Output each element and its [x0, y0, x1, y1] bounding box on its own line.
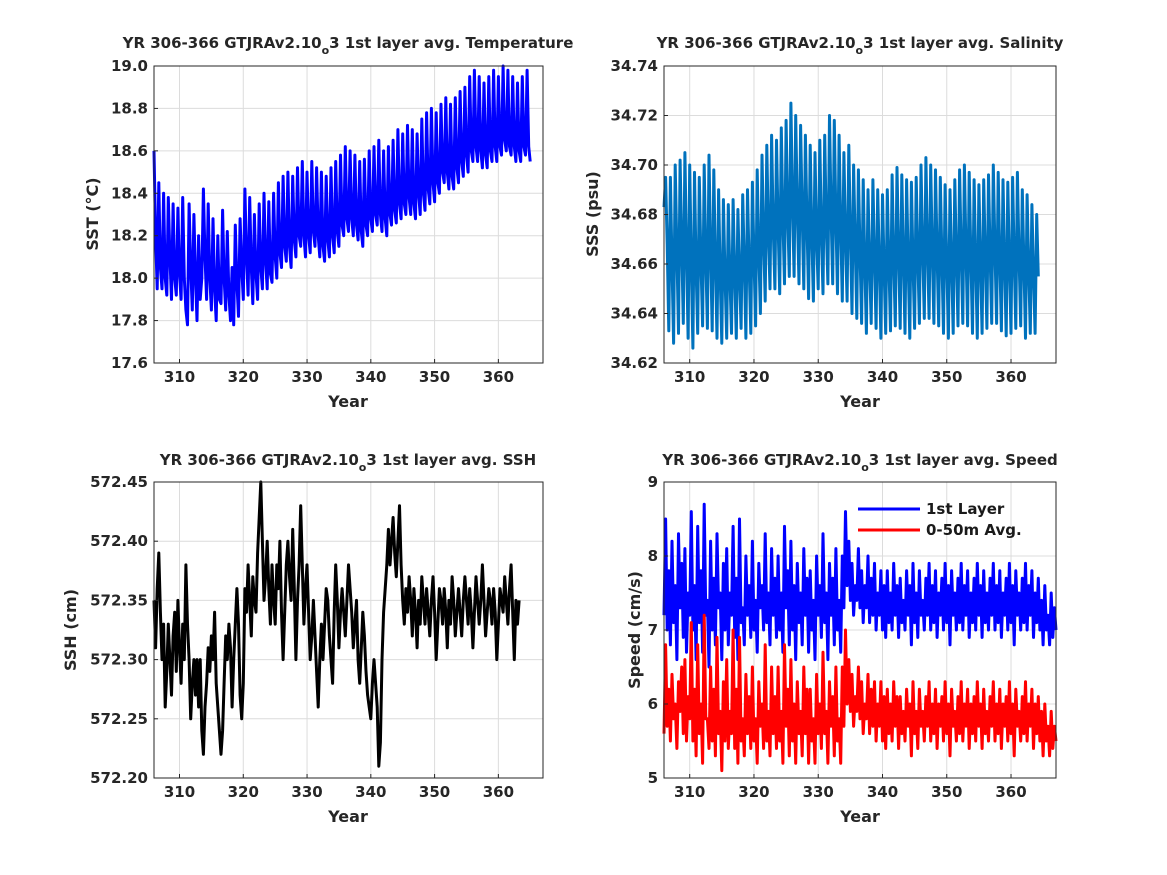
speed-panel: YR 306-366 GTJRAv2.10o3 1st layer avg. S…: [625, 451, 1058, 826]
sst-panel: YR 306-366 GTJRAv2.10o3 1st layer avg. T…: [83, 34, 573, 411]
ssh-ylabel: SSH (cm): [61, 589, 80, 671]
x-tick-label: 320: [738, 783, 769, 801]
x-tick-label: 340: [355, 368, 386, 386]
speed-line-0-50m-avg: [662, 613, 1058, 773]
x-tick-label: 330: [803, 368, 834, 386]
x-tick-label: 310: [164, 368, 195, 386]
y-tick-label: 18.0: [111, 269, 148, 287]
x-tick-label: 360: [995, 783, 1026, 801]
x-tick-label: 350: [931, 368, 962, 386]
y-tick-label: 17.6: [111, 354, 148, 372]
sst-ylabel: SST (°C): [83, 177, 102, 250]
x-tick-label: 330: [291, 368, 322, 386]
y-tick-label: 34.62: [611, 354, 658, 372]
ssh-title: YR 306-366 GTJRAv2.10o3 1st layer avg. S…: [159, 451, 536, 474]
y-tick-label: 34.66: [611, 255, 658, 273]
y-tick-label: 18.6: [111, 142, 148, 160]
ssh-xlabel: Year: [327, 807, 368, 826]
x-tick-label: 360: [483, 783, 514, 801]
x-tick-label: 320: [738, 368, 769, 386]
y-tick-label: 5: [648, 769, 658, 787]
y-tick-label: 6: [648, 695, 658, 713]
x-tick-label: 350: [931, 783, 962, 801]
y-tick-label: 34.70: [611, 156, 658, 174]
sss-panel: YR 306-366 GTJRAv2.10o3 1st layer avg. S…: [583, 34, 1064, 411]
y-tick-label: 572.30: [90, 651, 148, 669]
y-tick-label: 34.68: [611, 206, 658, 224]
speed-ylabel: Speed (cm/s): [625, 571, 644, 689]
y-tick-label: 18.2: [111, 227, 148, 245]
y-tick-label: 17.8: [111, 312, 148, 330]
y-tick-label: 18.4: [111, 184, 148, 202]
x-tick-label: 310: [164, 783, 195, 801]
x-tick-label: 330: [803, 783, 834, 801]
sss-title: YR 306-366 GTJRAv2.10o3 1st layer avg. S…: [656, 34, 1064, 57]
sst-line-series: [152, 64, 532, 327]
y-tick-label: 7: [648, 621, 658, 639]
ssh-panel: YR 306-366 GTJRAv2.10o3 1st layer avg. S…: [61, 451, 544, 826]
legend-label-1st-layer: 1st Layer: [926, 500, 1005, 518]
sst-title: YR 306-366 GTJRAv2.10o3 1st layer avg. T…: [122, 34, 574, 57]
ssh-axes-frame: [153, 481, 544, 779]
x-tick-label: 320: [228, 783, 259, 801]
sss-xlabel: Year: [839, 392, 880, 411]
y-tick-label: 572.45: [90, 473, 148, 491]
y-tick-label: 34.64: [611, 305, 658, 323]
x-tick-label: 350: [419, 783, 450, 801]
y-tick-label: 572.40: [90, 532, 148, 550]
x-tick-label: 310: [674, 368, 705, 386]
speed-line-1st-layer: [662, 502, 1058, 669]
y-tick-label: 34.72: [611, 107, 658, 125]
x-tick-label: 340: [355, 783, 386, 801]
y-tick-label: 572.20: [90, 769, 148, 787]
y-tick-label: 572.25: [90, 710, 148, 728]
y-tick-label: 19.0: [111, 57, 148, 75]
speed-xlabel: Year: [839, 807, 880, 826]
sss-ylabel: SSS (psu): [583, 171, 602, 257]
ssh-line-series: [152, 480, 521, 768]
speed-legend: 1st Layer 0-50m Avg.: [858, 500, 1022, 539]
x-tick-label: 350: [419, 368, 450, 386]
x-tick-label: 360: [995, 368, 1026, 386]
x-tick-label: 360: [483, 368, 514, 386]
sst-axes-frame: [153, 65, 544, 364]
sst-xlabel: Year: [327, 392, 368, 411]
x-tick-label: 340: [867, 368, 898, 386]
y-tick-label: 18.8: [111, 99, 148, 117]
y-tick-label: 34.74: [611, 57, 658, 75]
y-tick-label: 572.35: [90, 591, 148, 609]
legend-label-0-50m-avg: 0-50m Avg.: [926, 521, 1022, 539]
speed-title: YR 306-366 GTJRAv2.10o3 1st layer avg. S…: [661, 451, 1058, 474]
y-tick-label: 9: [648, 473, 658, 491]
x-tick-label: 310: [674, 783, 705, 801]
x-tick-label: 330: [291, 783, 322, 801]
x-tick-label: 340: [867, 783, 898, 801]
y-tick-label: 8: [648, 547, 658, 565]
sss-line-series: [662, 101, 1040, 350]
x-tick-label: 320: [228, 368, 259, 386]
